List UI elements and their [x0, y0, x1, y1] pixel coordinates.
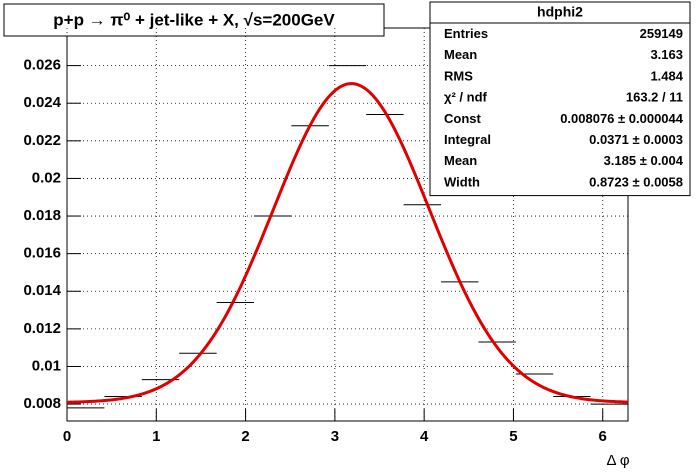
title-box	[3, 3, 385, 37]
stats-label: Mean	[444, 47, 477, 62]
fit-curve	[66, 82, 629, 404]
x-tick-label: 0	[63, 428, 71, 445]
stats-value: 0.8723 ± 0.0058	[589, 174, 683, 189]
stats-value: 3.163	[650, 47, 683, 62]
y-tick-label: 0.026	[23, 57, 61, 74]
x-tick-label: 5	[509, 428, 517, 445]
stats-value: 1.484	[650, 68, 683, 83]
stats-label: Integral	[444, 132, 491, 147]
y-tick-label: 0.012	[23, 320, 61, 337]
x-tick-label: 4	[420, 428, 429, 445]
y-tick-label: 0.02	[32, 169, 61, 186]
stats-label: Const	[444, 111, 482, 126]
stats-title: hdphi2	[537, 4, 583, 20]
stats-value: 0.008076 ± 0.000044	[560, 111, 684, 126]
y-tick-label: 0.022	[23, 132, 61, 149]
stats-value: 259149	[640, 26, 683, 41]
x-axis-label: Δ φ	[606, 452, 629, 469]
x-tick-label: 2	[241, 428, 249, 445]
x-tick-label: 6	[599, 428, 607, 445]
stats-value: 3.185 ± 0.004	[604, 153, 684, 168]
y-tick-label: 0.01	[32, 357, 61, 374]
x-tick-label: 1	[152, 428, 160, 445]
stats-label: χ² / ndf	[444, 90, 488, 105]
stats-label: Mean	[444, 153, 477, 168]
y-tick-label: 0.008	[23, 395, 61, 412]
y-tick-label: 0.016	[23, 245, 61, 262]
y-tick-label: 0.014	[23, 282, 61, 299]
stats-label: Entries	[444, 26, 488, 41]
stats-box	[429, 1, 691, 197]
y-tick-label: 0.024	[23, 94, 61, 111]
y-tick-label: 0.018	[23, 207, 61, 224]
chart-title: p+p → π⁰ + jet-like + X, √s=200GeV	[53, 10, 335, 29]
stats-label: RMS	[444, 68, 473, 83]
stats-label: Width	[444, 174, 480, 189]
x-tick-label: 3	[331, 428, 339, 445]
stats-value: 163.2 / 11	[626, 90, 683, 105]
stats-value: 0.0371 ± 0.0003	[589, 132, 683, 147]
